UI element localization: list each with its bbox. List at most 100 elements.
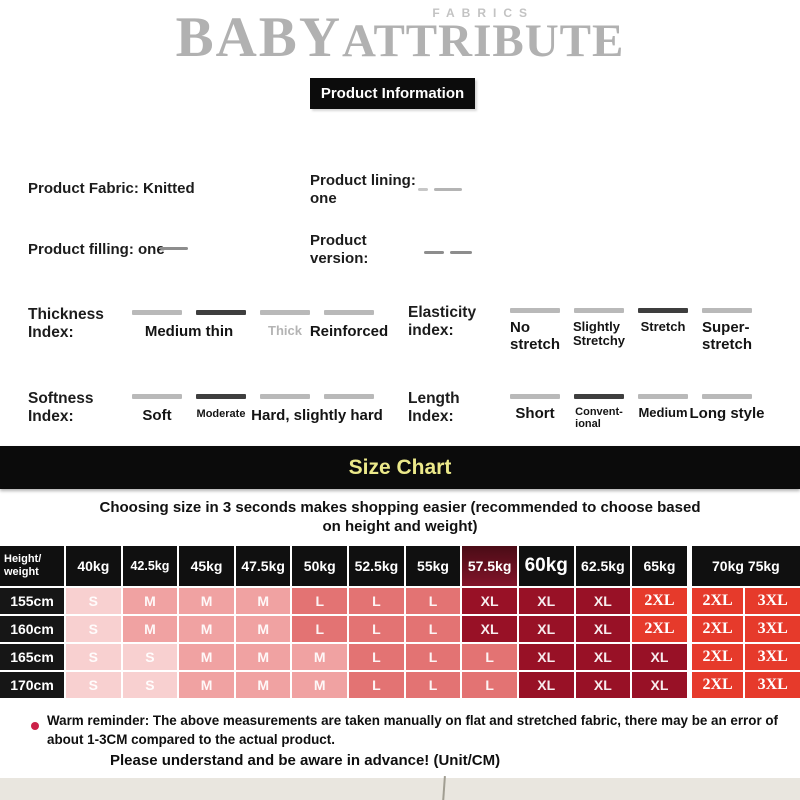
brand-attribute-block: FABRICS ATTRIBUTE bbox=[342, 6, 625, 67]
softness-option-label: Hard, slightly hard bbox=[251, 406, 383, 424]
size-cell: XL bbox=[462, 616, 517, 642]
lining-redacted-value bbox=[418, 188, 462, 191]
size-cell: XL bbox=[518, 672, 574, 698]
size-cell: 3XL bbox=[745, 616, 800, 642]
elasticity-option-label: Stretch bbox=[640, 319, 686, 334]
size-cell: M bbox=[179, 616, 234, 642]
elasticity-option-label: No stretch bbox=[509, 319, 561, 353]
length-option-label: Medium bbox=[638, 405, 688, 420]
size-cell: XL bbox=[518, 616, 574, 642]
thickness-level-bar-4 bbox=[324, 306, 374, 318]
photo-seam-line bbox=[442, 775, 446, 800]
size-cell: S bbox=[122, 644, 178, 670]
size-cell: S bbox=[66, 672, 121, 698]
softness-option-label: Moderate bbox=[196, 407, 246, 420]
product-filling-label: Product filling: one bbox=[28, 241, 165, 258]
size-cell: 2XL bbox=[632, 588, 687, 614]
size-cell: L bbox=[349, 588, 404, 614]
advance-note-text: Please understand and be aware in advanc… bbox=[110, 752, 501, 769]
softness-level-bar-1 bbox=[132, 390, 182, 402]
softness-option-label: Soft bbox=[142, 406, 172, 424]
softness-level-bar-2-selected bbox=[196, 390, 246, 402]
elasticity-option-label: Slightly Stretchy bbox=[572, 319, 626, 349]
elasticity-level-bar-3-selected bbox=[638, 304, 688, 316]
size-cell: M bbox=[179, 644, 234, 670]
thickness-level-bar-1 bbox=[132, 306, 182, 318]
length-level-bar-1 bbox=[510, 390, 560, 402]
length-level-bar-2-selected bbox=[574, 390, 624, 402]
height-row-header: 160cm bbox=[0, 616, 64, 642]
size-cell: S bbox=[122, 672, 178, 698]
product-information-banner: Product Information bbox=[310, 78, 475, 109]
next-photo-edge bbox=[0, 775, 800, 800]
elasticity-option-label: Super- stretch bbox=[701, 319, 753, 353]
size-cell: M bbox=[122, 616, 178, 642]
thickness-index-title: Thickness Index: bbox=[28, 306, 104, 341]
length-index-section: Length Index: Short Convent- ional Medium Lo… bbox=[408, 390, 765, 431]
thickness-option-label: Medium thin bbox=[144, 322, 234, 340]
brand-logo: BABY FABRICS ATTRIBUTE bbox=[0, 6, 800, 67]
weight-header-cell: 70kg 75kg bbox=[688, 546, 800, 586]
size-cell: L bbox=[292, 616, 348, 642]
size-cell: L bbox=[405, 588, 461, 614]
thickness-index-section: Thickness Index: Medium thin Thick Reinforc… bbox=[28, 306, 389, 342]
size-chart-title: Size Chart bbox=[348, 455, 452, 479]
softness-level-bar-4 bbox=[324, 390, 374, 402]
size-cell: 2XL bbox=[688, 672, 744, 698]
size-cell: M bbox=[292, 672, 348, 698]
filling-redacted-value bbox=[160, 247, 188, 250]
height-row-header: 165cm bbox=[0, 644, 64, 670]
size-cell: L bbox=[349, 644, 404, 670]
height-row-header: 155cm bbox=[0, 588, 64, 614]
weight-header-cell: 45kg bbox=[179, 546, 234, 586]
softness-index-section: Softness Index: Soft Moderate Hard, slightl… bbox=[28, 390, 383, 426]
elasticity-level-bar-1 bbox=[510, 304, 560, 316]
version-redacted-value bbox=[424, 251, 472, 254]
weight-header-cell: 52.5kg bbox=[349, 546, 404, 586]
softness-level-bar-3 bbox=[260, 390, 310, 402]
length-option-label: Long style bbox=[689, 405, 765, 422]
height-row-header: 170cm bbox=[0, 672, 64, 698]
warm-reminder-text: Warm reminder: The above measurements ar… bbox=[47, 713, 779, 748]
thickness-option-label: Reinforced bbox=[309, 322, 389, 340]
size-cell: M bbox=[235, 672, 291, 698]
size-chart-banner: Size Chart bbox=[0, 446, 800, 489]
weight-header-cell: 40kg bbox=[66, 546, 121, 586]
size-cell: 3XL bbox=[745, 644, 800, 670]
size-cell: M bbox=[292, 644, 348, 670]
size-cell: L bbox=[462, 672, 517, 698]
thickness-level-bar-2-selected bbox=[196, 306, 246, 318]
length-index-title: Length Index: bbox=[408, 390, 460, 425]
weight-header-cell: 50kg bbox=[292, 546, 348, 586]
size-cell: XL bbox=[575, 672, 631, 698]
size-chart-subtitle: Choosing size in 3 seconds makes shoppin… bbox=[99, 499, 701, 535]
size-cell: XL bbox=[632, 644, 687, 670]
size-cell: 2XL bbox=[632, 616, 687, 642]
weight-header-cell: 42.5kg bbox=[122, 546, 178, 586]
size-cell: XL bbox=[518, 588, 574, 614]
elasticity-index-title: Elasticity index: bbox=[408, 304, 477, 339]
length-option-label: Short bbox=[515, 405, 555, 422]
size-cell: XL bbox=[575, 616, 631, 642]
weight-header-cell: 60kg bbox=[518, 546, 574, 586]
size-cell: 2XL bbox=[688, 644, 744, 670]
size-cell: L bbox=[405, 672, 461, 698]
product-fabric-label: Product Fabric: Knitted bbox=[28, 180, 195, 197]
size-cell: 3XL bbox=[745, 588, 800, 614]
thickness-level-bar-3 bbox=[260, 306, 310, 318]
size-cell: L bbox=[349, 672, 404, 698]
weight-header-cell: 57.5kg bbox=[462, 546, 517, 586]
weight-header-cell: 62.5kg bbox=[575, 546, 631, 586]
height-weight-corner-cell: Height/ weight bbox=[0, 546, 64, 586]
brand-attribute-text: ATTRIBUTE bbox=[342, 15, 625, 67]
elasticity-level-bar-2 bbox=[574, 304, 624, 316]
brand-fabrics-text: FABRICS bbox=[432, 6, 535, 20]
size-cell: S bbox=[66, 616, 121, 642]
size-cell: L bbox=[405, 616, 461, 642]
size-cell: L bbox=[349, 616, 404, 642]
size-cell: 2XL bbox=[688, 616, 744, 642]
length-level-bar-4 bbox=[702, 390, 752, 402]
size-cell: M bbox=[235, 616, 291, 642]
length-option-label: Convent- ional bbox=[575, 406, 623, 431]
